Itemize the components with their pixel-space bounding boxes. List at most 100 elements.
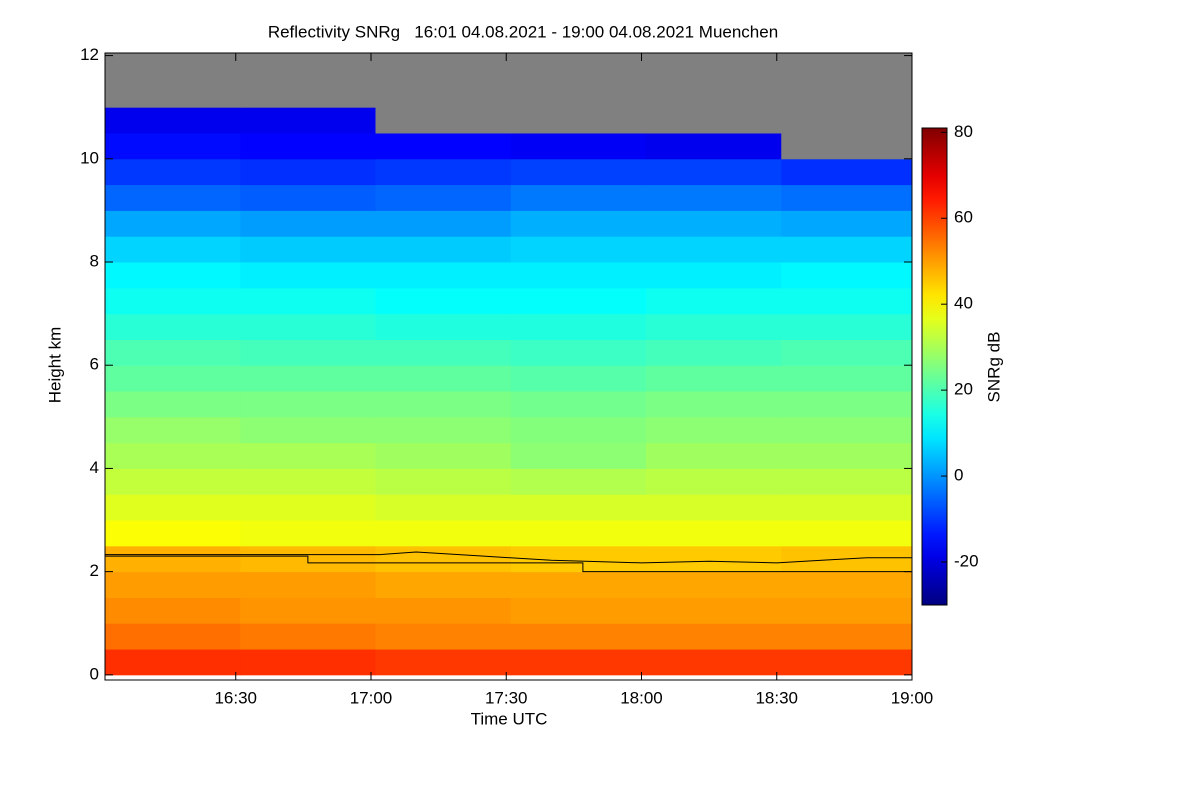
heatmap-cell: [105, 184, 241, 211]
heatmap-cell: [781, 391, 913, 418]
heatmap-cell: [781, 339, 913, 366]
heatmap-cell: [781, 262, 913, 289]
heatmap-cell: [105, 107, 241, 134]
heatmap-cell: [105, 442, 241, 469]
heatmap-cell: [375, 287, 512, 315]
heatmap-cell: [105, 597, 241, 624]
heatmap-cell: [105, 287, 241, 315]
y-axis-label: Height km: [45, 327, 64, 404]
heatmap-cell: [105, 649, 241, 676]
heatmap-cell: [375, 184, 512, 211]
heatmap-cell: [375, 313, 512, 340]
y-tick-label: 8: [90, 251, 99, 270]
heatmap-cell: [105, 391, 241, 418]
heatmap-cell: [105, 53, 241, 82]
heatmap-cell: [240, 365, 377, 392]
heatmap-cell: [646, 262, 782, 289]
heatmap-cell: [105, 520, 241, 547]
heatmap-cell: [510, 184, 647, 211]
heatmap-cell: [240, 468, 377, 495]
y-tick-label: 10: [80, 148, 99, 167]
heatmap-cell: [105, 262, 241, 289]
heatmap-cell: [646, 545, 782, 573]
heatmap-cell: [781, 623, 913, 650]
colorbar: [921, 127, 948, 606]
heatmap-cell: [240, 107, 377, 134]
heatmap-cell: [240, 210, 377, 237]
heatmap-cell: [781, 520, 913, 547]
heatmap-cell: [240, 53, 377, 82]
heatmap-cell: [240, 494, 377, 521]
heatmap-cell: [510, 262, 647, 289]
heatmap-cell: [781, 649, 913, 676]
heatmap-cell: [646, 81, 782, 108]
x-tick-label: 18:00: [620, 688, 663, 707]
heatmap-cell: [375, 545, 512, 573]
heatmap-cell: [646, 520, 782, 547]
heatmap-cell: [510, 339, 647, 366]
heatmap-cell: [240, 158, 377, 186]
heatmap-cell: [646, 468, 782, 495]
colorbar-tick-label: 60: [954, 208, 973, 227]
heatmap-cell: [510, 391, 647, 418]
colorbar-tick-label: -20: [954, 552, 979, 571]
heatmap-cell: [510, 158, 647, 186]
heatmap-cell: [105, 623, 241, 650]
heatmap-cell: [375, 494, 512, 521]
heatmap-cell: [781, 571, 913, 598]
colorbar-tick-label: 0: [954, 466, 963, 485]
heatmap-cell: [781, 313, 913, 340]
y-tick-label: 12: [80, 45, 99, 64]
heatmap-cell: [375, 468, 512, 495]
heatmap-cell: [646, 53, 782, 82]
heatmap-cell: [375, 132, 512, 160]
heatmap-cell: [240, 236, 377, 263]
heatmap-cell: [646, 597, 782, 624]
heatmap-cell: [781, 53, 913, 82]
heatmap-cell: [646, 158, 782, 186]
heatmap-cell: [375, 210, 512, 237]
heatmap-cell: [375, 365, 512, 392]
heatmap-cell: [781, 158, 913, 186]
heatmap-cell: [781, 210, 913, 237]
heatmap-cell: [646, 571, 782, 598]
heatmap-cell: [646, 649, 782, 676]
heatmap-cell: [105, 210, 241, 237]
y-tick-label: 2: [90, 561, 99, 580]
heatmap-cell: [375, 339, 512, 366]
heatmap-cell: [781, 236, 913, 263]
heatmap-cell: [105, 365, 241, 392]
heatmap-cell: [510, 81, 647, 108]
x-tick-label: 17:00: [350, 688, 393, 707]
heatmap-cell: [105, 158, 241, 186]
colorbar-tick-label: 20: [954, 380, 973, 399]
heatmap-cell: [240, 571, 377, 598]
heatmap-cell: [105, 339, 241, 366]
heatmap-cell: [781, 81, 913, 108]
heatmap-cell: [646, 442, 782, 469]
heatmap-cell: [646, 107, 782, 134]
heatmap-cell: [646, 210, 782, 237]
heatmap-cell: [375, 597, 512, 624]
heatmap-cell: [510, 468, 647, 495]
heatmap-cell: [781, 107, 913, 134]
heatmap-cell: [375, 53, 512, 82]
colorbar-label: SNRg dB: [984, 332, 1003, 403]
heatmap-cell: [646, 287, 782, 315]
heatmap-cell: [781, 442, 913, 469]
y-tick-label: 0: [90, 664, 99, 683]
x-axis-label: Time UTC: [471, 709, 548, 728]
heatmap-cell: [510, 107, 647, 134]
heatmap-cell: [646, 416, 782, 444]
x-tick-label: 18:30: [755, 688, 798, 707]
heatmap-cell: [240, 81, 377, 108]
heatmap-cell: [240, 416, 377, 444]
heatmap-cell: [781, 416, 913, 444]
heatmap-cell: [375, 416, 512, 444]
heatmap-cell: [240, 262, 377, 289]
colorbar-tick-label: 80: [954, 122, 973, 141]
heatmap-cell: [375, 571, 512, 598]
heatmap-cell: [510, 236, 647, 263]
heatmap-cell: [646, 339, 782, 366]
